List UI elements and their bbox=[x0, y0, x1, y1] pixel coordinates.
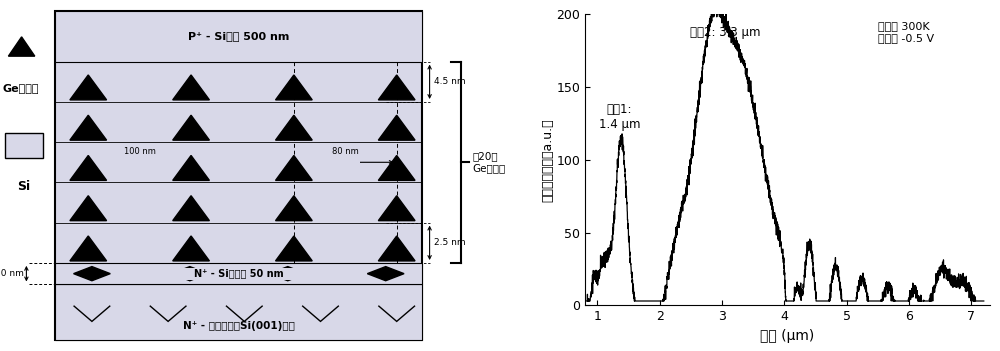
Polygon shape bbox=[173, 236, 209, 261]
Polygon shape bbox=[276, 236, 312, 261]
Text: 80 nm: 80 nm bbox=[332, 147, 359, 156]
Text: ···: ··· bbox=[236, 156, 248, 169]
Polygon shape bbox=[74, 266, 110, 281]
Text: 峰倃2: 3.3 μm: 峰倃2: 3.3 μm bbox=[690, 26, 760, 39]
Polygon shape bbox=[171, 266, 208, 281]
Text: N⁺ - Si缓冲层 50 nm: N⁺ - Si缓冲层 50 nm bbox=[194, 269, 284, 279]
Text: 2.5 nm: 2.5 nm bbox=[434, 238, 466, 247]
Polygon shape bbox=[70, 115, 107, 140]
Text: 100 nm: 100 nm bbox=[124, 147, 156, 156]
Text: 10 nm: 10 nm bbox=[0, 269, 24, 278]
Text: 4.5 nm: 4.5 nm bbox=[434, 77, 466, 86]
Text: N⁺ - 有序纳米坯Si(001)衬底: N⁺ - 有序纳米坯Si(001)衬底 bbox=[183, 322, 295, 331]
Polygon shape bbox=[173, 115, 209, 140]
Text: P⁺ - Si帽层 500 nm: P⁺ - Si帽层 500 nm bbox=[188, 31, 289, 41]
FancyBboxPatch shape bbox=[165, 268, 312, 280]
FancyBboxPatch shape bbox=[55, 263, 422, 284]
Text: 温度： 300K
偏压： -0.5 V: 温度： 300K 偏压： -0.5 V bbox=[878, 21, 934, 43]
Polygon shape bbox=[173, 155, 209, 180]
Polygon shape bbox=[269, 266, 306, 281]
FancyBboxPatch shape bbox=[59, 158, 360, 167]
Polygon shape bbox=[378, 75, 415, 100]
Polygon shape bbox=[70, 196, 107, 221]
FancyBboxPatch shape bbox=[5, 133, 43, 158]
Polygon shape bbox=[378, 236, 415, 261]
Polygon shape bbox=[70, 155, 107, 180]
Polygon shape bbox=[70, 75, 107, 100]
Polygon shape bbox=[276, 196, 312, 221]
Polygon shape bbox=[378, 155, 415, 180]
Polygon shape bbox=[378, 196, 415, 221]
Text: N⁺ - Si缓冲层 50 nm: N⁺ - Si缓冲层 50 nm bbox=[191, 269, 287, 279]
Text: 峰倃1:
1.4 μm: 峰倃1: 1.4 μm bbox=[599, 102, 640, 131]
Y-axis label: 相对响应强度（a.u.）: 相对响应强度（a.u.） bbox=[542, 118, 555, 201]
Polygon shape bbox=[378, 115, 415, 140]
FancyBboxPatch shape bbox=[55, 284, 422, 340]
Polygon shape bbox=[276, 155, 312, 180]
Polygon shape bbox=[8, 37, 35, 56]
X-axis label: 波长 (μm): 波长 (μm) bbox=[760, 329, 815, 343]
Polygon shape bbox=[173, 75, 209, 100]
Polygon shape bbox=[276, 115, 312, 140]
FancyBboxPatch shape bbox=[55, 11, 422, 340]
Polygon shape bbox=[367, 266, 404, 281]
FancyBboxPatch shape bbox=[55, 11, 422, 62]
Polygon shape bbox=[276, 75, 312, 100]
Polygon shape bbox=[173, 196, 209, 221]
Polygon shape bbox=[70, 236, 107, 261]
Text: 內20层
Ge量子点: 內20层 Ge量子点 bbox=[473, 152, 506, 173]
Text: Si: Si bbox=[17, 179, 31, 193]
Text: Ge量子点: Ge量子点 bbox=[2, 83, 39, 93]
